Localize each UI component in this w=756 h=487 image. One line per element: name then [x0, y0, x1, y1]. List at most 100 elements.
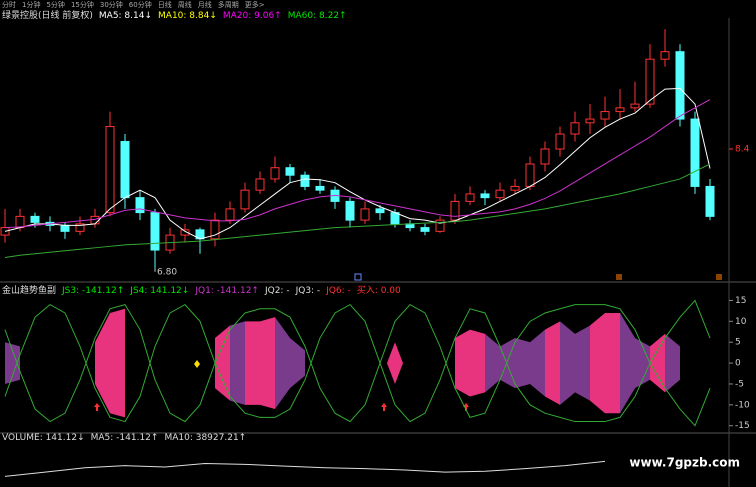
fish-segment	[665, 333, 680, 393]
fish-segment	[215, 325, 230, 401]
candle-body	[300, 174, 310, 187]
y-tick-label: 8.4	[735, 145, 750, 155]
icon	[716, 274, 722, 280]
fish-segment	[575, 325, 590, 401]
stock-title: 绿景控股(日线 前复权)	[2, 11, 93, 21]
period-tab[interactable]: 更多>	[244, 1, 265, 9]
candle-body	[570, 122, 580, 135]
y-tick-label: 10	[735, 317, 747, 327]
indicator-label: JQ3: -	[295, 286, 321, 296]
candle-body	[555, 133, 565, 150]
fish-segment	[275, 317, 290, 410]
candle-body	[585, 118, 595, 124]
candle-body	[705, 185, 715, 217]
period-tab[interactable]: 1分钟	[22, 1, 41, 9]
candle-body	[60, 224, 70, 232]
volume-label: VOLUME: 141.12↓	[2, 433, 85, 443]
ma-label: MA20: 9.06↑	[222, 11, 282, 21]
candle-body	[660, 51, 670, 60]
volume-label: MA10: 38927.21↑	[164, 433, 247, 443]
fish-segment	[470, 329, 485, 397]
indicator-label: JQ6: -	[326, 286, 351, 296]
y-tick-label: 15	[735, 296, 746, 306]
candle-body	[150, 212, 160, 251]
candle-body	[105, 126, 115, 214]
period-tab[interactable]: 5分钟	[46, 1, 65, 9]
period-tab[interactable]: 分时	[2, 1, 16, 9]
period-tab[interactable]: 周线	[177, 1, 192, 9]
volume-header: VOLUME: 141.12↓ MA5: -141.12↑ MA10: 38927.…	[2, 433, 252, 443]
candle-body	[495, 189, 505, 199]
candle-body	[345, 200, 355, 221]
fish-segment	[290, 338, 305, 389]
fish-segment	[95, 312, 110, 414]
candle-body	[480, 193, 490, 199]
fish-segment	[245, 321, 260, 405]
indicator-label: JS4: 141.12↓	[130, 286, 190, 296]
price-plot	[0, 29, 715, 269]
price-header: 绿景控股(日线 前复权) MA5: 8.14↓ MA10: 8.84↓ MA20: 9…	[2, 8, 353, 21]
ma-line	[4, 87, 711, 240]
fish-segment	[560, 321, 575, 405]
toolbar: 分时 1分钟 5分钟 15分钟 30分钟 60分钟 日线 周线 月线 多周期 更多>	[2, 0, 271, 10]
candle-body	[600, 111, 610, 120]
y-tick-label: -15	[735, 421, 750, 431]
indicator-label: 买入: 0.00	[356, 286, 401, 296]
fish-segment	[260, 317, 275, 410]
fish-segment	[590, 312, 605, 414]
volume-label: MA5: -141.12↑	[90, 433, 159, 443]
candle-body	[615, 107, 625, 113]
fish-segment	[500, 338, 515, 389]
candle-body	[390, 212, 400, 225]
volume-line	[4, 460, 606, 477]
y-tick-label: -10	[735, 400, 750, 410]
candle-body	[525, 163, 535, 187]
y-tick-label: 5	[735, 338, 741, 348]
candle-body	[210, 219, 220, 240]
candle-body	[645, 58, 655, 105]
fish-segment	[620, 312, 635, 414]
wave-line	[4, 303, 711, 427]
fish-segment	[650, 333, 665, 393]
candle-body	[675, 51, 685, 120]
candle-body	[690, 118, 700, 187]
candle-body	[30, 215, 40, 223]
fish-segment	[110, 308, 125, 418]
candle-body	[375, 208, 385, 214]
indicator-label: JQ1: -141.12↑	[195, 286, 259, 296]
ma-line	[4, 163, 711, 259]
period-tab[interactable]: 多周期	[217, 1, 239, 9]
candle-body	[450, 200, 460, 221]
fish-segment	[530, 329, 545, 397]
fish-segment	[545, 321, 560, 405]
candle-body	[315, 185, 325, 191]
y-tick-label: -5	[735, 379, 744, 389]
period-tab[interactable]: 日线	[157, 1, 172, 9]
fish-segment	[230, 321, 245, 405]
y-tick-label: 0	[735, 359, 741, 369]
ma-label: MA5: 8.14↓	[98, 11, 153, 21]
candle-body	[240, 189, 250, 210]
fish-segment	[605, 312, 620, 414]
candle-body	[255, 178, 265, 191]
buy-arrows	[94, 403, 469, 411]
candle-body	[420, 227, 430, 232]
indicator-label: 金山趋势鱼副	[2, 286, 57, 296]
indicator-label: JQ2: -	[264, 286, 290, 296]
fish-segment	[635, 338, 650, 389]
candle-body	[180, 229, 190, 236]
fish-segment	[455, 329, 470, 397]
period-tab[interactable]: 月线	[197, 1, 212, 9]
candle-body	[225, 208, 235, 221]
indicator-header: 金山趋势鱼副 JS3: -141.12↑ JS4: 141.12↓ JQ1: -141…	[2, 283, 407, 296]
candle-body	[465, 193, 475, 202]
period-tab[interactable]: 60分钟	[128, 1, 152, 9]
candle-body	[435, 219, 445, 232]
period-tab[interactable]: 30分钟	[99, 1, 123, 9]
low-label: 6.80	[157, 267, 177, 277]
ma-line	[4, 99, 711, 229]
candle-body	[75, 223, 85, 232]
period-tab[interactable]: 15分钟	[70, 1, 94, 9]
candle-body	[540, 148, 550, 165]
